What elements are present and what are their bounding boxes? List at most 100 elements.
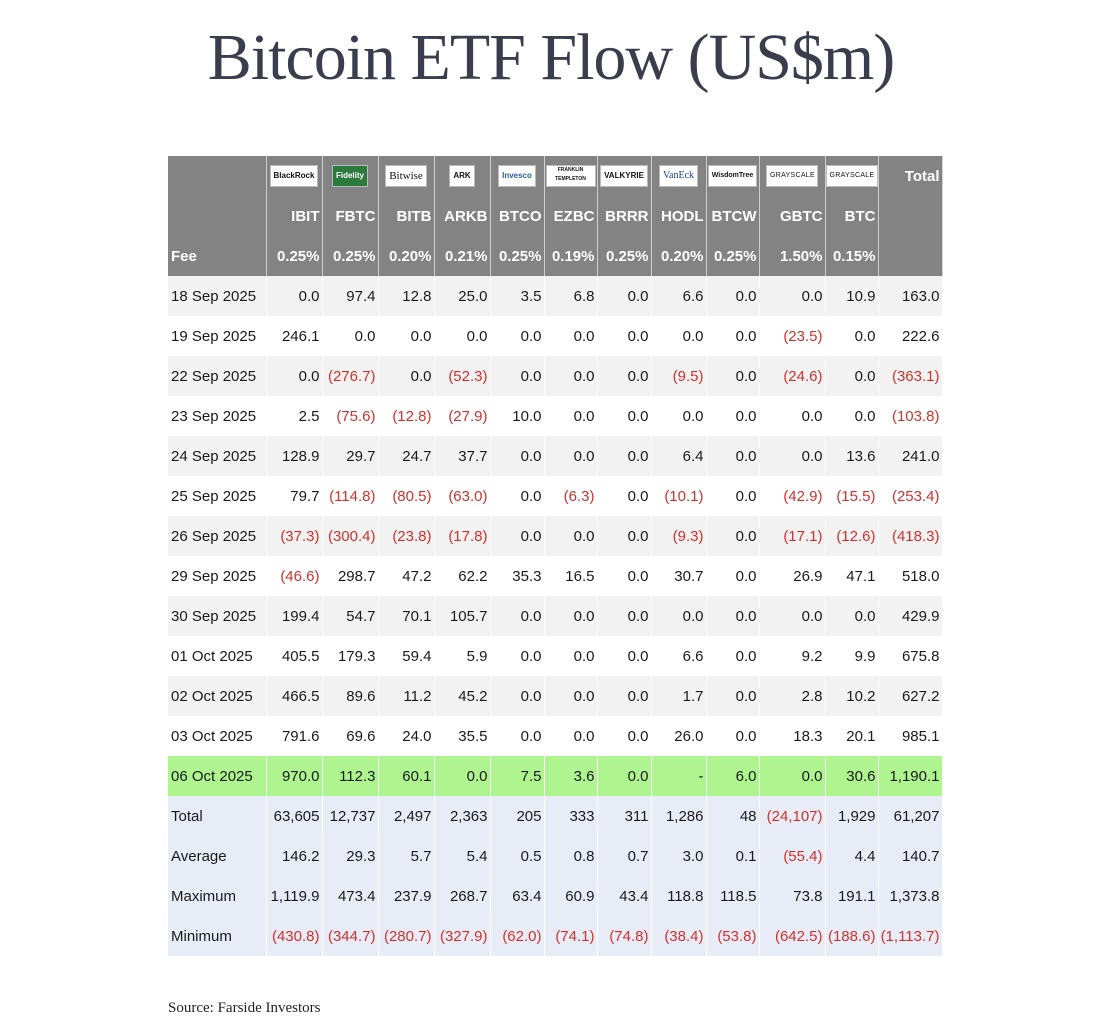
daily-flow-row: 19 Sep 2025 246.1 0.0 0.0 0.0 0.0 0.0 0.0 0.0 0.0… xyxy=(168,316,943,356)
flow-cell: 0.0 xyxy=(544,396,598,436)
fee-cell: 0.15% xyxy=(825,236,879,276)
fee-cell: 0.21% xyxy=(434,236,491,276)
flow-cell: 205 xyxy=(490,796,545,836)
ticker-cell: BTCW xyxy=(706,196,760,236)
flow-cell: (9.5) xyxy=(651,356,707,396)
flow-cell: 63.4 xyxy=(490,876,545,916)
summary-row: Total 63,605 12,737 2,497 2,363 205 333 311 1,28… xyxy=(168,796,943,836)
flow-cell: (17.1) xyxy=(759,516,826,556)
flow-cell: (9.3) xyxy=(651,516,707,556)
daily-flow-row: 23 Sep 2025 2.5 (75.6) (12.8) (27.9) 10.0 0.0 0… xyxy=(168,396,943,436)
flow-cell: (15.5) xyxy=(825,476,879,516)
flow-cell: (38.4) xyxy=(651,916,707,956)
flow-cell: 0.0 xyxy=(706,436,760,476)
flow-cell: 0.0 xyxy=(825,396,879,436)
etf-flow-table: BlackRock Fidelity Bitwise ARK Invesco F… xyxy=(168,156,943,956)
corner-cell xyxy=(168,156,267,196)
flow-cell: 0.0 xyxy=(490,516,545,556)
flow-cell: 35.3 xyxy=(490,556,545,596)
summary-row: Average 146.2 29.3 5.7 5.4 0.5 0.8 0.7 3.0 0.1 (55… xyxy=(168,836,943,876)
flow-cell: 146.2 xyxy=(266,836,323,876)
flow-cell: (280.7) xyxy=(378,916,435,956)
invesco-logo: Invesco xyxy=(498,165,536,187)
flow-cell: 0.0 xyxy=(759,596,826,636)
flow-cell: 0.0 xyxy=(825,316,879,356)
flow-cell: 405.5 xyxy=(266,636,323,676)
flow-cell: 60.9 xyxy=(544,876,598,916)
flow-cell: 5.9 xyxy=(434,636,491,676)
daily-flow-row: 26 Sep 2025 (37.3) (300.4) (23.8) (17.8) 0.0 0… xyxy=(168,516,943,556)
flow-cell: 0.0 xyxy=(544,596,598,636)
fee-cell: 1.50% xyxy=(759,236,826,276)
flow-cell: 0.0 xyxy=(544,516,598,556)
flow-cell: 3.6 xyxy=(544,756,598,796)
flow-cell: 466.5 xyxy=(266,676,323,716)
ticker-cell: BITB xyxy=(378,196,435,236)
flow-cell: 0.0 xyxy=(597,636,652,676)
flow-cell: 11.2 xyxy=(378,676,435,716)
flow-cell: 47.2 xyxy=(378,556,435,596)
flow-cell: 0.0 xyxy=(706,396,760,436)
fee-cell: 0.25% xyxy=(322,236,379,276)
fee-label: Fee xyxy=(168,236,267,276)
flow-cell: 45.2 xyxy=(434,676,491,716)
bitwise-logo: Bitwise xyxy=(385,165,427,187)
flow-cell: 20.1 xyxy=(825,716,879,756)
flow-cell: 10.9 xyxy=(825,276,879,316)
blackrock-logo: BlackRock xyxy=(269,165,319,187)
flow-cell: 10.2 xyxy=(825,676,879,716)
row-total-cell: 163.0 xyxy=(878,276,943,316)
flow-cell: 0.0 xyxy=(651,596,707,636)
flow-cell: 7.5 xyxy=(490,756,545,796)
flow-cell: 112.3 xyxy=(322,756,379,796)
flow-cell: 1,119.9 xyxy=(266,876,323,916)
daily-flow-row: 18 Sep 2025 0.0 97.4 12.8 25.0 3.5 6.8 0.0 6.6 0.… xyxy=(168,276,943,316)
flow-cell: (430.8) xyxy=(266,916,323,956)
flow-cell: 0.0 xyxy=(706,356,760,396)
row-label: 02 Oct 2025 xyxy=(168,676,267,716)
flow-cell: 0.0 xyxy=(490,716,545,756)
flow-cell: 0.0 xyxy=(597,316,652,356)
flow-cell: 47.1 xyxy=(825,556,879,596)
flow-cell: 9.9 xyxy=(825,636,879,676)
highlighted-day-row: 06 Oct 2025 970.0 112.3 60.1 0.0 7.5 3.6 0.0-6.… xyxy=(168,756,943,796)
flow-cell: 0.0 xyxy=(490,636,545,676)
flow-cell: 0.0 xyxy=(759,436,826,476)
flow-cell: (6.3) xyxy=(544,476,598,516)
flow-cell: 0.0 xyxy=(651,396,707,436)
flow-cell: 0.0 xyxy=(597,356,652,396)
ticker-cell: HODL xyxy=(651,196,707,236)
daily-flow-row: 24 Sep 2025 128.9 29.7 24.7 37.7 0.0 0.0 0.0 6.4… xyxy=(168,436,943,476)
flow-cell: (24,107) xyxy=(759,796,826,836)
row-label: 24 Sep 2025 xyxy=(168,436,267,476)
fee-cell: 0.19% xyxy=(544,236,598,276)
row-total-cell: 429.9 xyxy=(878,596,943,636)
row-label: 22 Sep 2025 xyxy=(168,356,267,396)
flow-cell: 6.8 xyxy=(544,276,598,316)
flow-cell: 179.3 xyxy=(322,636,379,676)
flow-cell: 0.0 xyxy=(597,436,652,476)
flow-cell: 0.0 xyxy=(434,756,491,796)
flow-cell: 37.7 xyxy=(434,436,491,476)
page-title: Bitcoin ETF Flow (US$m) xyxy=(207,21,896,94)
flow-cell: 0.0 xyxy=(597,556,652,596)
grayscale-gbtc-logo: GRAYSCALE xyxy=(766,165,818,187)
row-total-cell: 627.2 xyxy=(878,676,943,716)
flow-cell: 0.0 xyxy=(706,556,760,596)
valkyrie-logo: VALKYRIE xyxy=(600,165,648,187)
flow-cell: 0.0 xyxy=(706,476,760,516)
flow-cell: 35.5 xyxy=(434,716,491,756)
flow-cell: 237.9 xyxy=(378,876,435,916)
flow-cell: (27.9) xyxy=(434,396,491,436)
flow-cell: 30.7 xyxy=(651,556,707,596)
flow-cell: 0.0 xyxy=(597,396,652,436)
flow-cell: 473.4 xyxy=(322,876,379,916)
fee-cell: 0.25% xyxy=(490,236,545,276)
flow-cell: 26.0 xyxy=(651,716,707,756)
flow-cell: 0.0 xyxy=(266,356,323,396)
row-total-cell: 1,190.1 xyxy=(878,756,943,796)
issuer-logo-row: BlackRock Fidelity Bitwise ARK Invesco F… xyxy=(168,156,943,196)
flow-cell: (276.7) xyxy=(322,356,379,396)
flow-cell: 3.0 xyxy=(651,836,707,876)
fidelity-logo: Fidelity xyxy=(331,165,368,187)
